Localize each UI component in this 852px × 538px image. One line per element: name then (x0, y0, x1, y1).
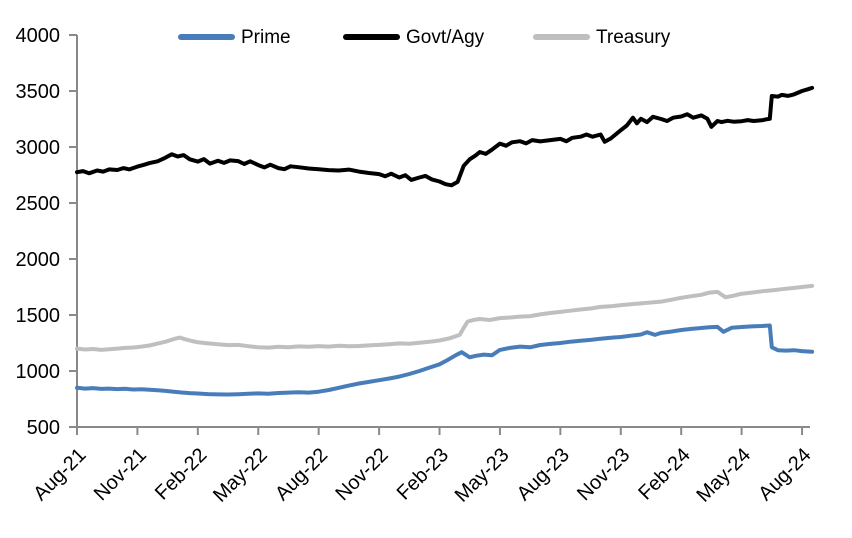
y-tick-label: 3500 (16, 81, 61, 103)
x-tick-label: Nov-23 (573, 444, 634, 505)
y-tick-label: 2000 (16, 249, 61, 271)
legend-label-prime: Prime (241, 26, 291, 48)
legend-swatch-govt-agy-icon (343, 34, 400, 40)
x-tick-label: Nov-21 (90, 444, 151, 505)
y-tick-label: 3000 (16, 137, 61, 159)
y-tick-label: 1500 (16, 305, 61, 327)
legend-item-treasury: Treasury (533, 26, 670, 48)
legend-swatch-treasury-icon (533, 34, 590, 40)
y-tick-label: 2500 (16, 193, 61, 215)
series-line-prime (75, 323, 815, 397)
x-tick-label: Aug-23 (513, 444, 574, 505)
legend-swatch-prime-icon (178, 34, 235, 40)
series-line-treasury (75, 283, 815, 352)
y-tick-label: 500 (27, 417, 60, 439)
legend-item-prime: Prime (178, 26, 291, 48)
legend-label-govt-agy: Govt/Agy (406, 26, 485, 48)
series-line-govt-agy (75, 85, 815, 188)
x-tick-label: Feb-22 (151, 444, 211, 504)
legend-label-treasury: Treasury (596, 26, 671, 48)
x-tick-label: Aug-21 (29, 444, 90, 505)
legend: Prime Govt/Agy Treasury (0, 0, 852, 50)
x-tick-label: May-24 (692, 444, 755, 507)
x-tick-label: Feb-24 (634, 444, 694, 504)
x-tick-label: Nov-22 (331, 444, 392, 505)
x-tick-label: Aug-22 (271, 444, 332, 505)
y-tick-label: 4000 (16, 25, 61, 47)
x-tick-label: May-23 (451, 444, 514, 507)
x-tick-label: Aug-24 (754, 444, 815, 505)
x-tick-label: May-22 (209, 444, 272, 507)
x-tick-label: Feb-23 (393, 444, 453, 504)
y-tick-label: 1000 (16, 361, 61, 383)
legend-item-govt-agy: Govt/Agy (343, 26, 484, 48)
